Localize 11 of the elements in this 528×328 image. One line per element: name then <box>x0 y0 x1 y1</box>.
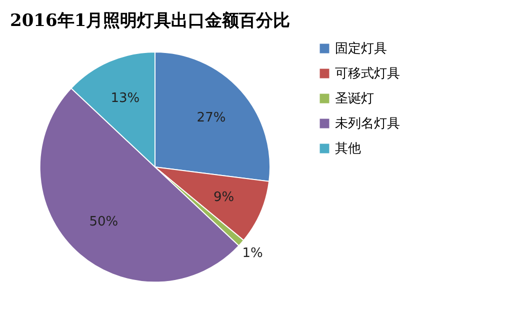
data-label: 9% <box>214 190 234 205</box>
data-label: 27% <box>196 110 226 126</box>
legend-label: 未列名灯具 <box>335 116 400 132</box>
legend-label: 固定灯具 <box>335 42 387 56</box>
data-label: 50% <box>89 214 118 230</box>
chart-title: 2016年1月照明灯具出口金额百分比 <box>10 11 290 31</box>
legend-label: 可移式灯具 <box>335 66 400 82</box>
data-label: 1% <box>242 246 263 261</box>
legend-label: 圣诞灯 <box>335 92 374 106</box>
data-label: 13% <box>110 91 140 106</box>
legend-label: 其他 <box>335 142 361 156</box>
